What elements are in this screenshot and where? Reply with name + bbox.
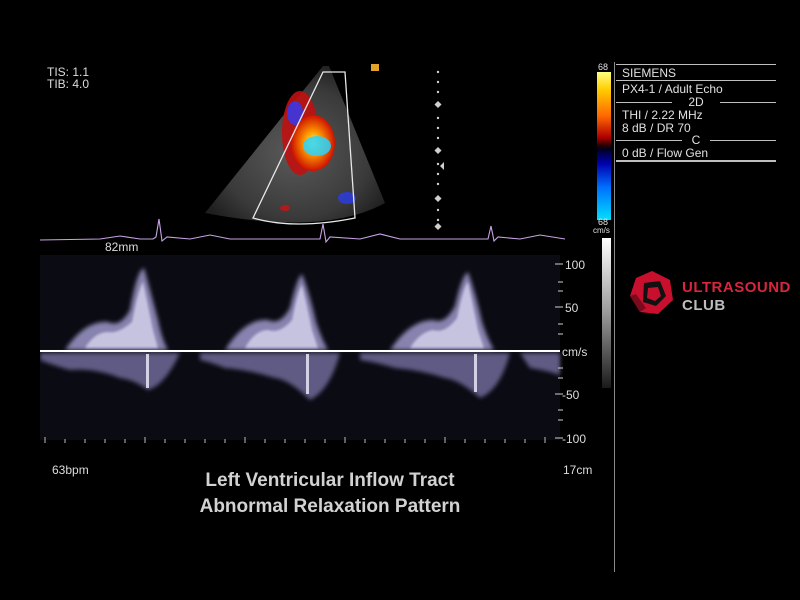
tib-readout: TIB: 4.0 [47, 77, 90, 91]
grayscale-bar [602, 238, 611, 388]
depth-cm: 17cm [563, 463, 593, 477]
flow-blue-region [287, 101, 303, 125]
caption-line-1: Left Ventricular Inflow Tract [205, 470, 455, 491]
spectral-doppler [40, 255, 563, 443]
color-box [252, 71, 356, 225]
probe-label: PX4-1 / Adult Echo [622, 82, 723, 96]
time-ticks [44, 437, 546, 443]
flow-cyan-region [303, 136, 331, 156]
vendor-label: SIEMENS [622, 66, 677, 80]
scale-label-50: 50 [565, 301, 579, 315]
color-bar-unit: cm/s [593, 226, 610, 235]
velocity-scale-ticks [555, 263, 563, 439]
mode-c-label: C [691, 133, 701, 147]
scale-label-neg50: -50 [562, 388, 580, 402]
mode-2d-label: 2D [688, 95, 704, 109]
tis-readout: TIS: 1.1 [47, 65, 90, 79]
depth-scale-dots [434, 70, 444, 231]
depth-label: 82mm [105, 240, 139, 254]
color-bar-bottom-label: 68 [598, 217, 609, 227]
spectral-envelope-negative [40, 353, 560, 400]
caption-line-2: Abnormal Relaxation Pattern [199, 496, 461, 517]
logo-text-ultrasound: ULTRASOUND [682, 279, 791, 296]
color-velocity-bar [597, 72, 611, 220]
dr-label: 8 dB / DR 70 [622, 121, 691, 135]
logo-text-club: CLUB [682, 297, 726, 314]
thi-label: THI / 2.22 MHz [622, 108, 703, 122]
ultrasound-club-logo-icon [630, 271, 673, 314]
scale-label-unit: cm/s [562, 345, 588, 359]
heart-rate: 63bpm [52, 463, 89, 477]
orientation-marker [371, 64, 379, 71]
flow-label: 0 dB / Flow Gen [622, 146, 709, 160]
scale-label-100: 100 [565, 258, 586, 272]
scale-label-neg100: -100 [562, 432, 587, 446]
sector-image [205, 64, 385, 225]
color-bar-top-label: 68 [598, 62, 609, 72]
panel-divider [614, 62, 615, 572]
ecg-trace [40, 218, 566, 244]
